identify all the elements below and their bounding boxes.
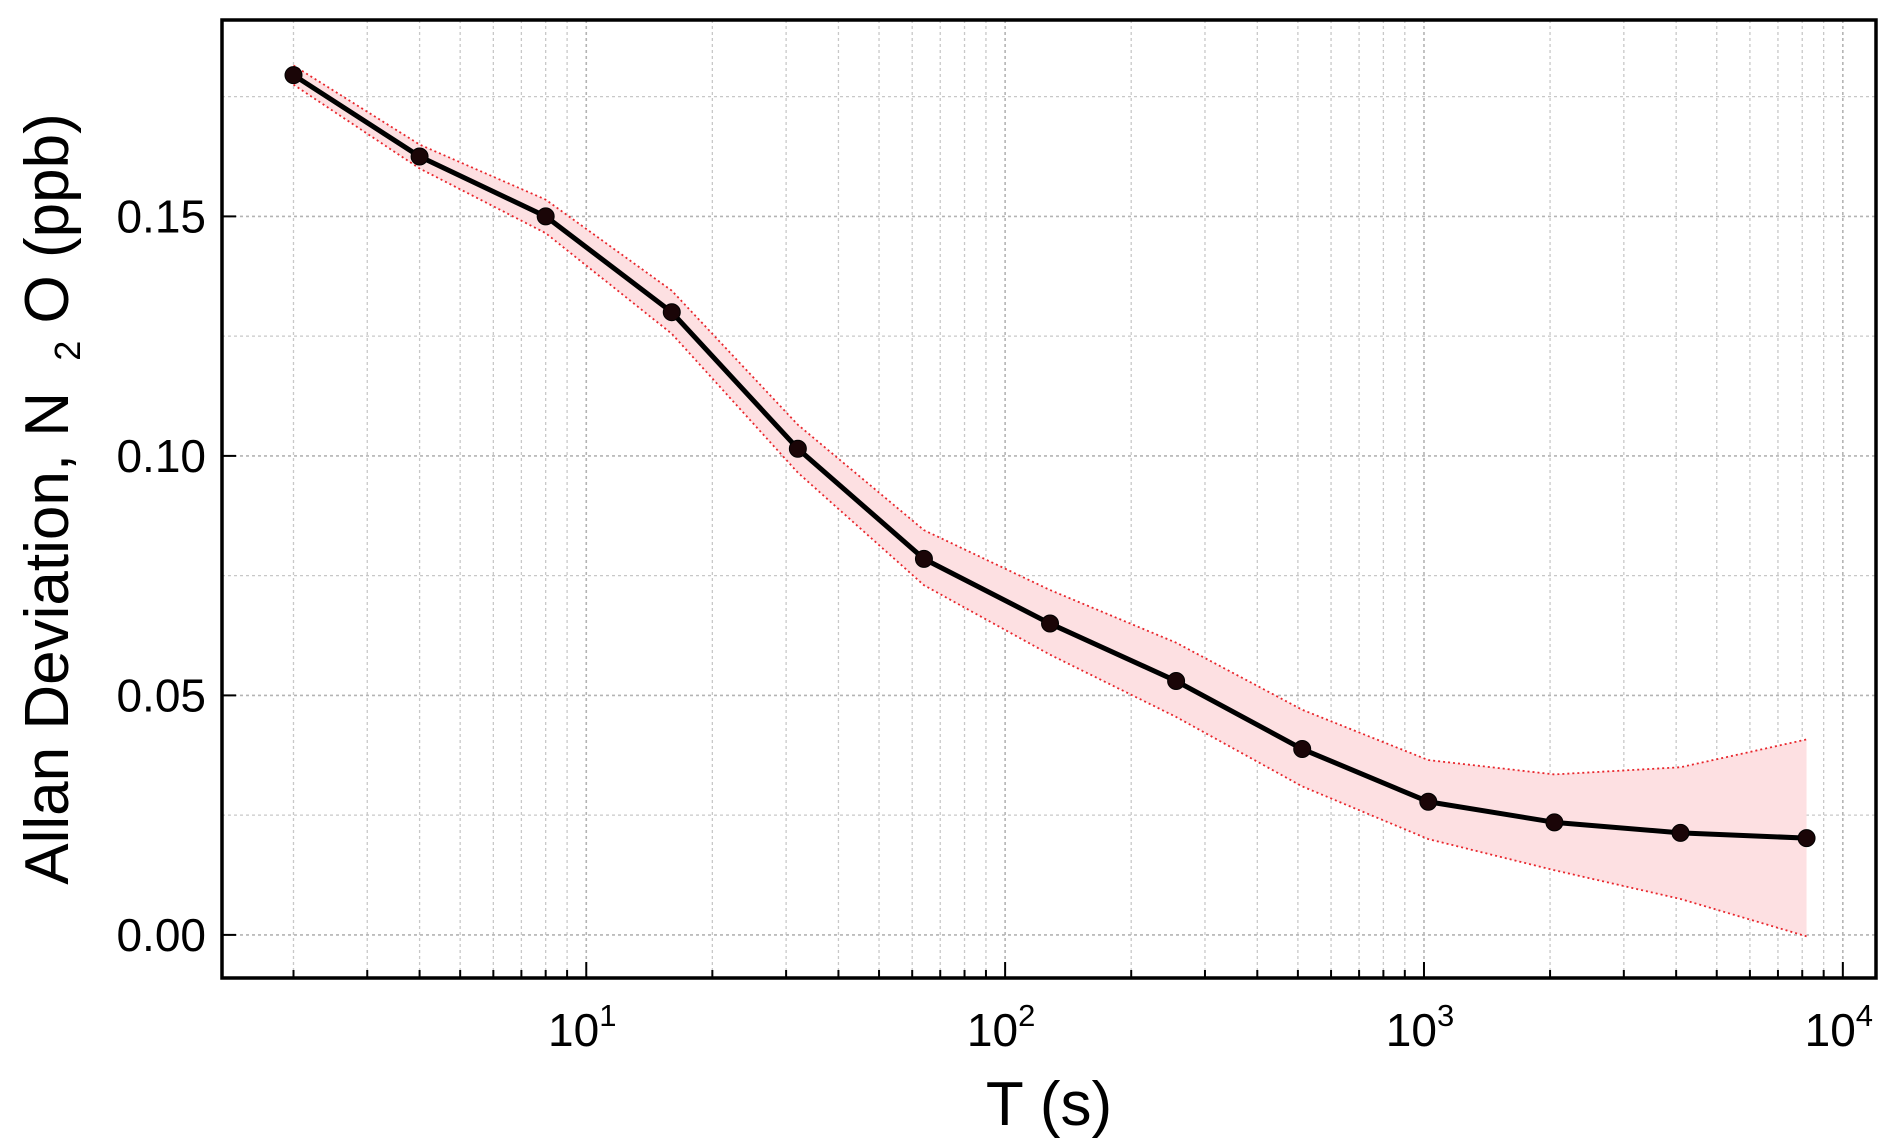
data-point [1545,813,1564,832]
data-point [1419,792,1438,811]
axis-ticks [222,215,1844,978]
y-tick-label: 0.10 [116,430,206,482]
y-axis-title-subscript: 2 [47,341,88,361]
x-tick-label: 101 [548,998,616,1056]
data-point [788,439,807,458]
data-point [914,549,933,568]
confidence-band-area [293,65,1807,937]
y-tick-label: 0.00 [116,909,206,961]
y-tick-label: 0.15 [116,190,206,242]
data-point [1797,829,1816,848]
y-axis-title-main: Allan Deviation, N [13,392,82,885]
confidence-band-upper-edge [293,64,1807,776]
x-tick-label: 104 [1805,998,1873,1056]
x-tick-label-base: 10 [1386,1004,1437,1056]
confidence-band [292,64,1807,938]
x-tick-labels: 101 102 103 104 [548,998,1873,1056]
x-tick-label: 102 [967,998,1035,1056]
x-tick-label-base: 10 [548,1004,599,1056]
x-tick-label: 103 [1386,998,1454,1056]
data-point [536,207,555,226]
x-tick-label-base: 10 [967,1004,1018,1056]
x-axis-title: T (s) [986,1070,1112,1139]
x-tick-label-exponent: 4 [1856,998,1873,1033]
y-tick-label: 0.05 [116,669,206,721]
plot-frame [220,18,1878,980]
data-point [662,303,681,322]
data-point [1167,672,1186,691]
confidence-band-lower-edge [292,83,1807,938]
x-tick-label-exponent: 3 [1437,998,1454,1033]
data-point [1041,614,1060,633]
x-tick-label-exponent: 2 [1018,998,1035,1033]
data-point [410,147,429,166]
data-point [1671,823,1690,842]
y-tick-labels: 0.00 0.05 0.10 0.15 [116,190,206,961]
x-tick-label-base: 10 [1805,1004,1856,1056]
data-points [284,66,1816,848]
y-axis-title: Allan Deviation, N 2 O (ppb) [13,113,94,885]
data-point [1293,740,1312,759]
y-axis-title-rest: O (ppb) [13,113,82,323]
data-point [284,66,303,85]
x-tick-label-exponent: 1 [599,998,616,1033]
